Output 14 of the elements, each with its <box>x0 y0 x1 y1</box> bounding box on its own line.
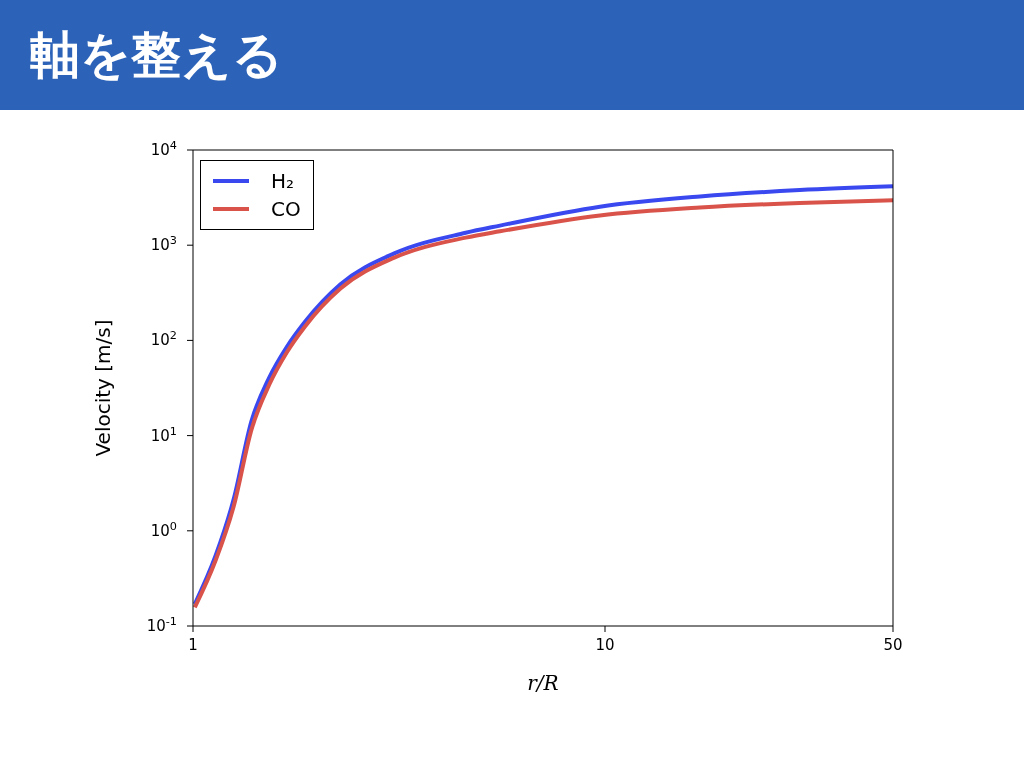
y-tick-label: 10$^{-1}$ <box>146 614 177 635</box>
legend-label: CO <box>271 197 301 221</box>
y-axis-title: Velocity [m/s] <box>91 319 116 457</box>
x-tick-label: 10 <box>595 636 615 654</box>
y-tick-label: 10$^{2}$ <box>150 328 177 350</box>
chart-title: 軸を整える <box>0 0 1024 110</box>
x-axis-title: r/R <box>527 671 559 695</box>
x-tick-label: 50 <box>883 636 903 654</box>
y-tick-label: 10$^{0}$ <box>150 519 177 540</box>
y-tick-label: 10$^{4}$ <box>150 138 177 159</box>
y-tick-label: 10$^{3}$ <box>150 233 177 255</box>
x-tick-label: 1 <box>188 636 198 654</box>
y-tick-label: 10$^{1}$ <box>150 424 177 445</box>
legend-label: H₂ <box>271 169 295 193</box>
